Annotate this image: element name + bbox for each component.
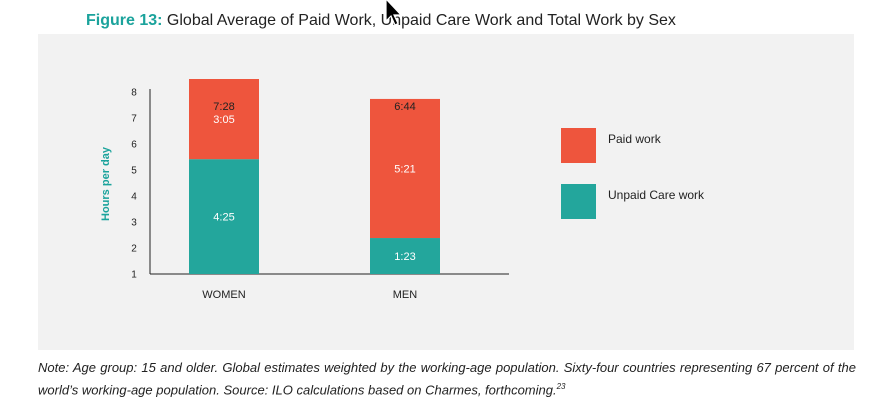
figure-title: Figure 13: Global Average of Paid Work, …	[86, 12, 676, 30]
bar-segment	[370, 238, 440, 274]
bar-segment-label: 3:05	[213, 114, 234, 126]
bar-segment	[189, 79, 259, 160]
note-footnote: 23	[556, 382, 566, 391]
y-tick-label: 3	[131, 218, 137, 229]
mouse-pointer-icon	[385, 0, 403, 26]
legend-swatch	[561, 128, 596, 163]
chart-axes: 1 2 3 4 5 6 7 8 Hours per day	[100, 88, 509, 281]
bar-segment-label: 1:23	[394, 251, 415, 263]
bar-segment	[189, 159, 259, 274]
x-category-label: MEN	[393, 289, 418, 301]
legend-label: Paid work	[608, 132, 662, 146]
x-category-label: WOMEN	[202, 289, 245, 301]
stacked-bar-chart: 1 2 3 4 5 6 7 8 Hours per day 4:25 3:057:28 WOMEN 1…	[100, 79, 705, 301]
bar-segment-label: 5:21	[394, 163, 415, 175]
chart-bars: 4:25 3:057:28 WOMEN 1:23 5:21 6:44 MEN	[189, 79, 440, 301]
note-text: Note: Age group: 15 and older. Global es…	[38, 360, 856, 398]
chart-legend: Paid work Unpaid Care work	[561, 128, 705, 219]
y-axis-title: Hours per day	[100, 146, 112, 221]
y-tick-label: 8	[131, 88, 137, 99]
bar-total-label: 7:28	[213, 101, 234, 113]
figure-label: Figure 13:	[86, 12, 163, 29]
y-tick-label: 1	[131, 270, 137, 281]
bar-segment	[370, 98, 440, 239]
legend-label: Unpaid Care work	[608, 188, 705, 202]
figure-title-text: Global Average of Paid Work, Unpaid Care…	[166, 12, 676, 29]
y-tick-label: 6	[131, 140, 137, 151]
figure-note: Note: Age group: 15 and older. Global es…	[38, 358, 856, 399]
y-tick-label: 5	[131, 166, 137, 177]
chart-panel: 1 2 3 4 5 6 7 8 Hours per day 4:25 3:05 7:28 WOMEN 1…	[38, 34, 854, 350]
bar-segment-label: 4:25	[213, 212, 234, 224]
y-tick-label: 7	[131, 114, 137, 125]
legend-swatch	[561, 184, 596, 219]
bar-total-label: 6:44	[394, 101, 415, 113]
y-tick-label: 4	[131, 192, 137, 203]
y-tick-label: 2	[131, 244, 137, 255]
